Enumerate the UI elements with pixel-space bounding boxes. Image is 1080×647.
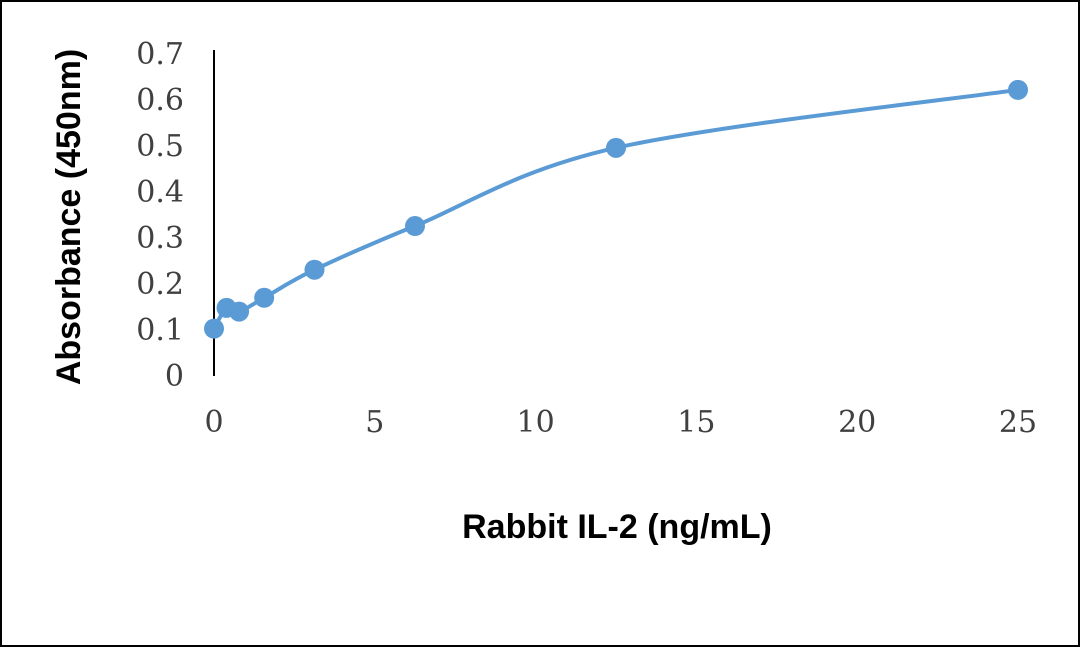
data-point bbox=[229, 301, 250, 322]
y-tick-label: 0.3 bbox=[136, 221, 184, 256]
y-tick-label: 0.7 bbox=[136, 37, 184, 72]
data-point bbox=[1008, 79, 1028, 100]
x-tick-label: 15 bbox=[677, 405, 715, 440]
y-tick-label: 0.1 bbox=[136, 313, 184, 348]
x-tick-label: 0 bbox=[204, 405, 223, 440]
x-tick-label: 10 bbox=[517, 405, 555, 440]
data-point bbox=[204, 318, 224, 339]
x-tick-labels: 0 5 10 15 20 25 bbox=[204, 405, 1037, 440]
y-tick-label: 0.6 bbox=[136, 83, 184, 118]
y-tick-label: 0.2 bbox=[136, 267, 184, 302]
x-tick-label: 5 bbox=[365, 405, 384, 440]
y-tick-label: 0 bbox=[165, 359, 184, 394]
x-axis-title: Rabbit IL-2 (ng/mL) bbox=[462, 508, 772, 546]
data-point bbox=[254, 287, 275, 308]
x-tick-label: 25 bbox=[999, 405, 1037, 440]
data-point bbox=[304, 259, 325, 280]
y-tick-label: 0.5 bbox=[136, 129, 184, 164]
series bbox=[204, 79, 1028, 339]
x-tick-label: 20 bbox=[838, 405, 876, 440]
y-tick-label: 0.4 bbox=[136, 175, 184, 210]
y-tick-labels: 0 0.1 0.2 0.3 0.4 0.5 0.6 0.7 bbox=[136, 37, 184, 394]
series-line bbox=[212, 87, 1020, 331]
data-point bbox=[606, 137, 626, 158]
data-point bbox=[405, 216, 425, 237]
y-axis-title: Absorbance (450nm) bbox=[50, 49, 88, 385]
